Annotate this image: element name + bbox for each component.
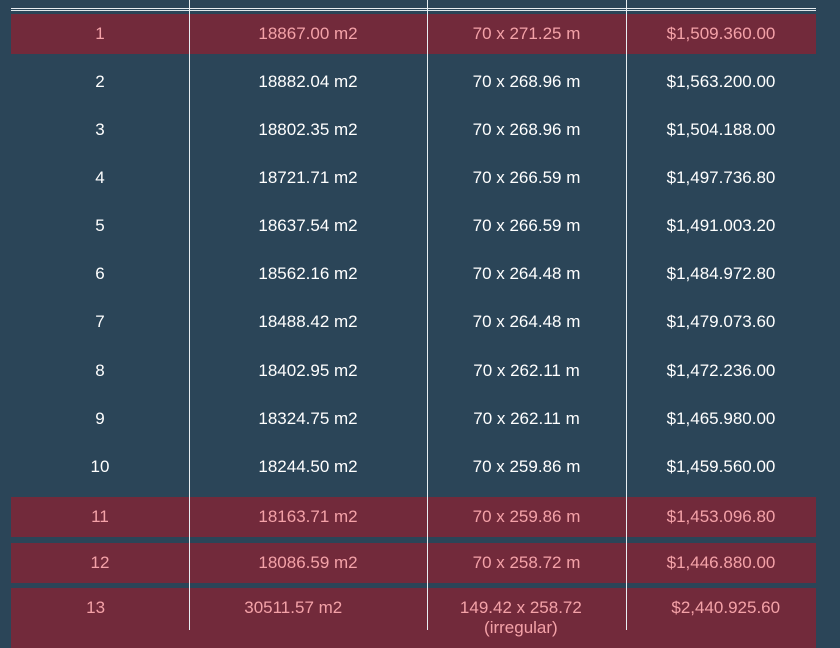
- cell-dimensions: 70 x 268.96 m: [472, 120, 581, 139]
- cell-dimensions: 70 x 259.86 m: [472, 457, 581, 476]
- column-divider: [427, 0, 428, 630]
- table-row[interactable]: 7 18488.42 m2 70 x 264.48 m $1,479.073.60: [11, 302, 816, 342]
- cell-price: $1,465.980.00: [666, 409, 776, 428]
- table-row[interactable]: 6 18562.16 m2 70 x 264.48 m $1,484.972.80: [11, 254, 816, 294]
- cell-area: 18324.75 m2: [258, 409, 358, 428]
- cell-dimensions: 70 x 266.59 m: [472, 168, 581, 187]
- cell-price: $1,484.972.80: [666, 264, 776, 283]
- cell-price: $1,509.360.00: [666, 24, 776, 43]
- cell-lot: 1: [95, 24, 105, 43]
- cell-dimensions: 70 x 262.11 m: [473, 361, 580, 380]
- cell-price: $1,497.736.80: [666, 168, 776, 187]
- cell-dimensions: 149.42 x 258.72 (irregular): [459, 598, 582, 637]
- table-row[interactable]: 12 18086.59 m2 70 x 258.72 m $1,446.880.00: [11, 542, 816, 583]
- cell-lot: 3: [95, 120, 105, 139]
- cell-lot: 11: [91, 507, 109, 526]
- table-row[interactable]: 13 30511.57 m2 149.42 x 258.72 (irregular)…: [11, 588, 816, 648]
- cell-dimensions: 70 x 259.86 m: [472, 507, 581, 526]
- cell-lot: 7: [95, 312, 105, 331]
- cell-lot: 10: [90, 457, 110, 476]
- cell-area: 18721.71 m2: [258, 168, 358, 187]
- cell-lot: 9: [95, 409, 105, 428]
- cell-area: 18867.00 m2: [258, 24, 358, 43]
- table-row[interactable]: 1 18867.00 m2 70 x 271.25 m $1,509.360.00: [11, 14, 816, 54]
- column-divider: [626, 0, 627, 630]
- cell-price: $1,563.200.00: [666, 72, 776, 91]
- cell-area: 18163.71 m2: [258, 507, 358, 526]
- table-row[interactable]: 11 18163.71 m2 70 x 259.86 m $1,453.096.80: [11, 497, 816, 537]
- cell-price: $1,446.880.00: [666, 552, 776, 572]
- cell-price: $1,459.560.00: [666, 457, 776, 476]
- cell-lot: 8: [95, 361, 105, 380]
- table-row[interactable]: 9 18324.75 m2 70 x 262.11 m $1,465.980.00: [11, 399, 816, 439]
- cell-dimensions: 70 x 258.72 m: [472, 552, 581, 572]
- table-row[interactable]: 2 18882.04 m2 70 x 268.96 m $1,563.200.00: [11, 62, 816, 102]
- table-row[interactable]: 4 18721.71 m2 70 x 266.59 m $1,497.736.80: [11, 158, 816, 198]
- cell-dimensions: 70 x 262.11 m: [473, 409, 580, 428]
- table-row[interactable]: 3 18802.35 m2 70 x 268.96 m $1,504.188.00: [11, 110, 816, 150]
- cell-dimensions: 70 x 268.96 m: [472, 72, 581, 91]
- cell-lot: 5: [95, 216, 105, 235]
- cell-price: $1,453.096.80: [666, 507, 776, 526]
- cell-area: 18402.95 m2: [258, 361, 358, 380]
- table-row[interactable]: 8 18402.95 m2 70 x 262.11 m $1,472.236.00: [11, 351, 816, 391]
- cell-dimensions: 70 x 264.48 m: [472, 264, 581, 283]
- table-row[interactable]: 5 18637.54 m2 70 x 266.59 m $1,491.003.20: [11, 206, 816, 246]
- cell-price: $1,504.188.00: [666, 120, 776, 139]
- cell-area: 18562.16 m2: [258, 264, 358, 283]
- cell-area: 30511.57 m2: [244, 598, 343, 617]
- cell-area: 18488.42 m2: [258, 312, 358, 331]
- cell-lot: 4: [95, 168, 105, 187]
- column-divider: [189, 0, 190, 630]
- cell-area: 18086.59 m2: [258, 552, 358, 572]
- cell-price: $2,440.925.60: [671, 598, 781, 617]
- cell-dimensions: 70 x 266.59 m: [472, 216, 581, 235]
- table-header-divider: [11, 8, 816, 11]
- cell-area: 18882.04 m2: [258, 72, 358, 91]
- cell-price: $1,479.073.60: [666, 312, 776, 331]
- table-row[interactable]: 10 18244.50 m2 70 x 259.86 m $1,459.560.00: [11, 447, 816, 487]
- cell-lot: 2: [95, 72, 105, 91]
- cell-lot: 12: [90, 552, 110, 572]
- cell-lot: 6: [95, 264, 105, 283]
- cell-dimensions: 70 x 271.25 m: [472, 24, 581, 43]
- cell-area: 18802.35 m2: [258, 120, 358, 139]
- cell-price: $1,491.003.20: [666, 216, 776, 235]
- cell-area: 18637.54 m2: [258, 216, 358, 235]
- cell-area: 18244.50 m2: [258, 457, 358, 476]
- cell-lot: 13: [86, 598, 106, 617]
- cell-dimensions: 70 x 264.48 m: [472, 312, 581, 331]
- cell-price: $1,472.236.00: [666, 361, 776, 380]
